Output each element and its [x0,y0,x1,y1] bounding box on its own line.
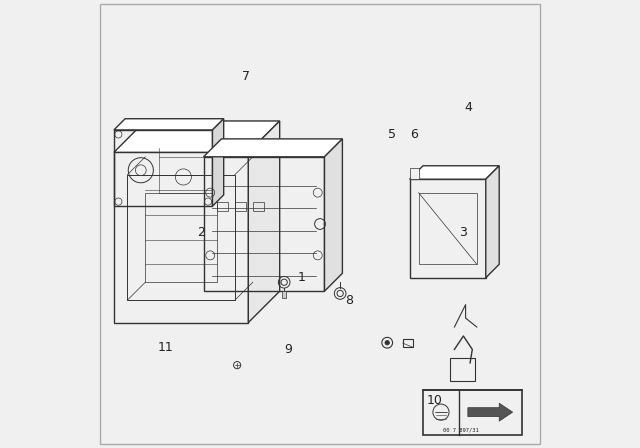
Bar [204,157,324,291]
Bar [114,130,212,206]
Bar [127,175,235,300]
Polygon shape [114,121,280,152]
Polygon shape [410,166,499,179]
Text: 10: 10 [426,394,442,408]
Text: 6: 6 [410,128,418,141]
Text: 5: 5 [388,128,396,141]
Text: 11: 11 [157,340,173,354]
Polygon shape [486,166,499,278]
Text: 4: 4 [464,101,472,114]
Polygon shape [410,168,419,179]
Text: 9: 9 [285,343,292,356]
Polygon shape [204,139,342,157]
Bar [145,193,217,282]
Circle shape [385,340,389,345]
Bar [419,193,477,264]
Text: 3: 3 [460,226,467,240]
Bar [410,179,486,278]
Bar [235,202,246,211]
Bar [450,358,475,381]
Polygon shape [114,119,224,130]
Polygon shape [324,139,342,291]
Polygon shape [248,121,280,323]
Text: 8: 8 [345,293,353,307]
Bar [403,339,413,347]
Bar [282,291,287,298]
Bar [423,390,522,435]
Bar [253,202,264,211]
Bar [114,152,248,323]
Text: 2: 2 [197,226,205,240]
Polygon shape [468,403,513,421]
Text: 1: 1 [298,271,306,284]
Bar [217,202,228,211]
Text: 7: 7 [242,69,250,83]
Text: 00 7 897/31: 00 7 897/31 [444,427,479,432]
Polygon shape [212,119,224,206]
